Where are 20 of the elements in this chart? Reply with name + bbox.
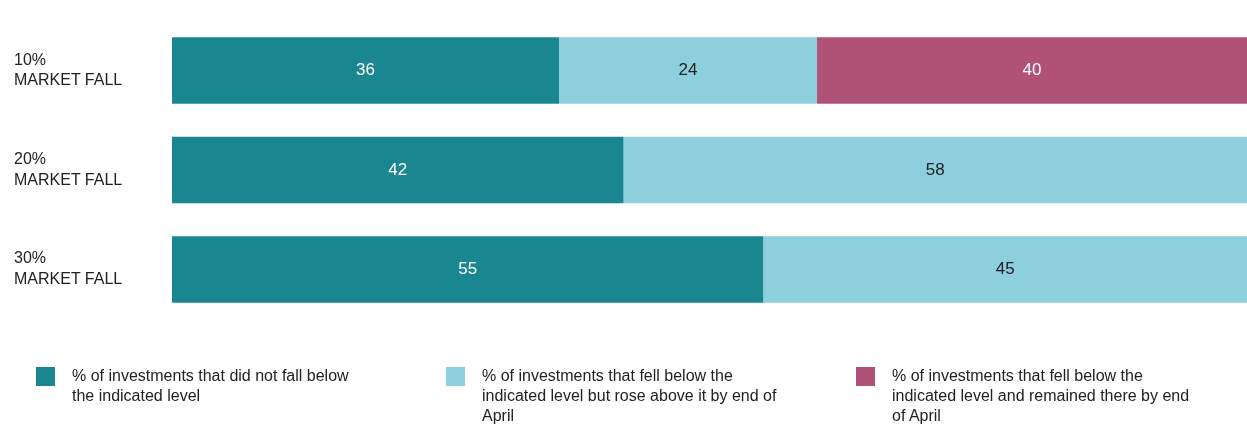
- bar: [817, 37, 1247, 104]
- data-label: 36: [356, 60, 375, 80]
- y-tick-label: 10% MARKET FALL: [14, 50, 123, 89]
- bar: [172, 136, 624, 204]
- legend-label: % of investments that fell below the indicated level and remained there by end of April: [892, 366, 1191, 426]
- bar: [172, 37, 559, 104]
- data-label: 58: [925, 159, 945, 179]
- data-label: 42: [388, 159, 408, 179]
- data-label: 24: [678, 60, 698, 80]
- legend-label: % of investments that fell below the indicated level but rose above it by end of April: [482, 366, 778, 426]
- bar: [559, 37, 817, 104]
- data-label: 55: [458, 259, 478, 279]
- y-tick-label: 20% MARKET FALL: [14, 150, 123, 188]
- y-tick-label: 30% MARKET FALL: [14, 249, 123, 288]
- bar: [763, 236, 1247, 303]
- bar: [623, 136, 1247, 204]
- legend-label: % of investments that did not fall below the indicated level: [72, 366, 350, 406]
- data-label: 45: [995, 259, 1015, 279]
- data-label: 40: [1022, 60, 1042, 80]
- bar: [172, 236, 764, 303]
